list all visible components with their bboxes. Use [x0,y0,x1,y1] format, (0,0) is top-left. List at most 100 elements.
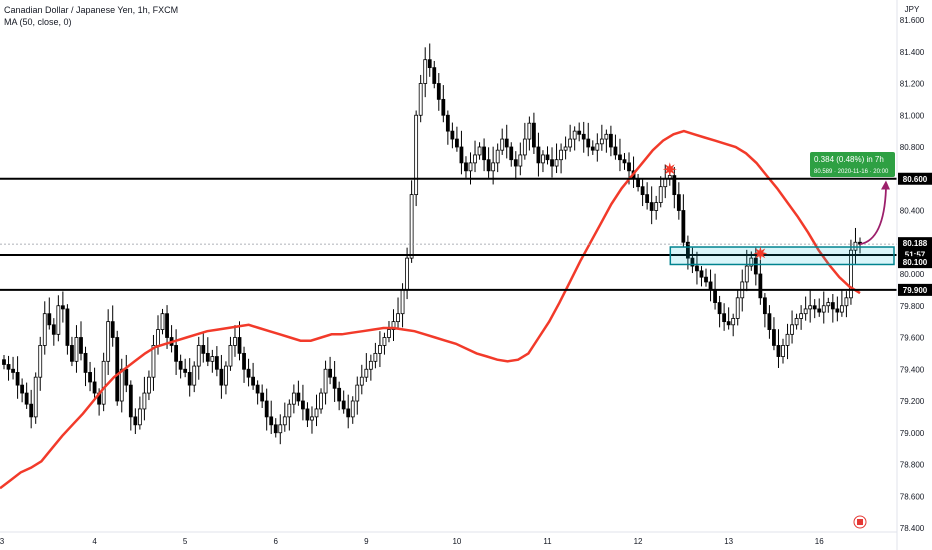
candle-body-up [196,345,201,367]
candle [744,249,749,292]
candle-body-up [423,59,428,84]
candles [2,43,862,445]
y-tick-label: 79.400 [900,365,925,374]
candle [205,337,210,367]
candle [92,367,97,398]
candle-body-up [396,313,400,323]
candle-body-down [812,305,817,310]
candle [790,310,794,344]
candle [717,295,722,328]
candle [477,142,482,160]
candle [160,308,165,335]
candle [251,362,256,390]
candle [237,321,242,361]
candle-body-down [486,159,491,172]
candle [169,325,174,353]
marker-star[interactable] [662,162,677,177]
candle [350,396,355,424]
candle [455,126,459,152]
candle-body-down [776,345,781,357]
candle-body-up [314,408,319,418]
time-axis[interactable]: 3 4 5 6 9 10 11 12 13 16 [0,515,897,546]
candle [708,269,713,302]
y-tick-label: 81.400 [900,48,925,57]
candle [541,150,545,173]
candle-body-down [183,368,188,373]
candle-body-down [174,345,179,362]
candle-body-up [156,329,160,346]
candle [2,354,6,370]
candle-body-up [373,352,378,362]
candle [88,361,92,392]
candle [640,178,645,207]
candle-body-up [350,400,355,418]
candle-body-down [65,308,70,346]
candle-body-up [119,368,124,402]
candle [658,176,663,208]
candle [522,122,527,160]
candle-body-down [242,352,246,370]
price-tag [898,237,932,250]
candle [24,382,29,409]
candle-body-down [681,210,686,243]
candle-body-down [513,159,518,167]
candle-body-down [305,408,310,421]
candle [233,325,237,357]
y-tick-label: 80.800 [900,143,925,152]
candle-body-down [536,146,541,164]
candle [368,354,373,381]
candle [595,133,600,162]
measure-label-subtext: 80.589 · 2020-11-16 · 20:00 [814,169,889,175]
candle [513,151,518,180]
horizontal-levels[interactable] [0,177,897,291]
candle [794,313,799,330]
y-tick-label: 81.600 [900,16,925,25]
candle [83,346,88,387]
candle [323,360,328,405]
candle [803,296,808,321]
support-zone-box[interactable] [669,246,895,266]
x-tick-label: 9 [364,537,369,546]
candle-body-down [255,384,260,394]
candle [29,389,34,429]
candle-body-up [663,178,668,188]
candle-body-down [672,175,677,196]
candle-body-up [572,130,577,140]
candle [762,293,767,328]
candle [178,354,183,379]
measure-label-box [810,152,895,177]
price-axis[interactable]: JPY 81.600 81.400 81.200 81.000 80.800 80.400 8… [896,0,932,550]
candle [60,291,65,323]
candle-body-down [128,384,133,418]
candle-body-up [500,138,505,151]
candle [346,394,351,429]
marker-star[interactable] [753,246,768,261]
candle-body-down [328,368,332,378]
candle-body-up [74,337,79,362]
candle [532,112,536,154]
candle [830,294,835,323]
price-tag-label: 80.188 [903,239,928,248]
candle [839,289,844,317]
price-tag-label: 80.600 [903,175,928,184]
candle-body-down [260,392,265,402]
candle-body-down [24,392,29,405]
canada-flag-icon[interactable] [853,515,867,529]
candle-body-down [758,273,763,299]
candle [47,297,52,330]
candle-body-up [310,416,314,421]
candle-body-up [106,321,111,362]
candle [482,138,486,172]
annotations[interactable]: 0.384 (0.48%) in 7h 80.589 · 2020-11-16 ·… [662,152,895,266]
candle-body-up [282,416,287,426]
candle [269,400,274,435]
candle [328,356,332,385]
candle [654,195,659,220]
candle [319,388,323,414]
candle [79,321,83,361]
price-tag [898,283,932,296]
candle [242,346,246,383]
candle [835,296,840,322]
candle-body-down [11,368,15,373]
